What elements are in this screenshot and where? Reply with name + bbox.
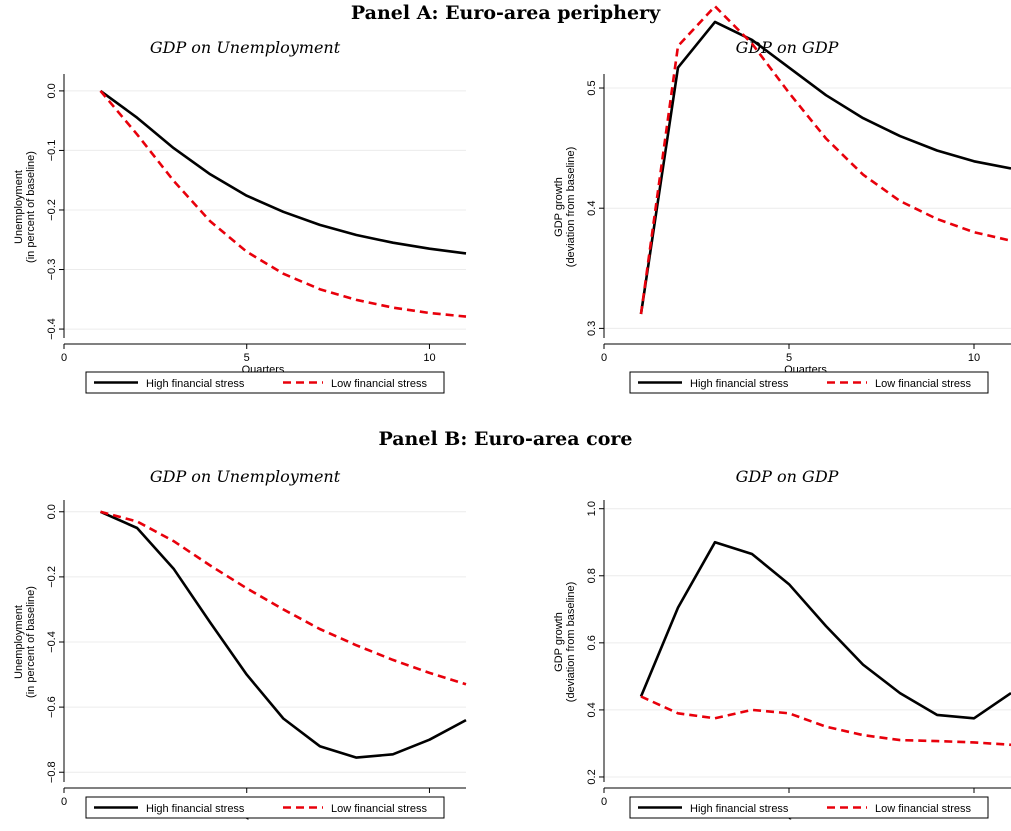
series-line-high-stress	[99, 510, 467, 759]
legend: High financial stress Low financial stres…	[85, 371, 445, 394]
x-tick-label: 0	[601, 352, 607, 364]
y-axis-label: Unemployment	[13, 605, 25, 679]
legend-label-high: High financial stress	[146, 378, 245, 390]
legend-label-low: Low financial stress	[331, 378, 427, 390]
series-line-low-stress	[99, 90, 467, 318]
series-line-high-stress	[99, 89, 467, 255]
y-tick-label: 0.4	[586, 702, 598, 717]
x-tick-label: 0	[601, 796, 607, 808]
y-axis-label: GDP growth	[553, 612, 565, 672]
legend: High financial stress Low financial stres…	[629, 371, 989, 394]
legend-label-low: Low financial stress	[331, 803, 427, 815]
chart-title: GDP on Unemployment	[150, 38, 341, 57]
y-tick-label: −0.4	[46, 631, 58, 653]
chart-1: GDP on Unemployment 0.0 −0.1 −0.2 −0.3 −0.40 5…	[13, 38, 467, 394]
series-line-high-stress	[639, 20, 1011, 315]
panel-a-title: Panel A: Euro-area periphery	[350, 2, 661, 24]
x-tick-label: 10	[968, 352, 980, 364]
y-tick-label: −0.3	[46, 259, 58, 281]
legend-label-low: Low financial stress	[875, 803, 971, 815]
y-tick-label: 0.0	[46, 83, 58, 98]
legend: High financial stress Low financial stres…	[629, 796, 989, 819]
legend-box	[85, 796, 445, 819]
legend-label-high: High financial stress	[690, 378, 789, 390]
y-tick-label: 1.0	[586, 501, 598, 516]
y-axis-label: GDP growth	[553, 177, 565, 237]
y-tick-label: 0.0	[46, 504, 58, 519]
chart-title: GDP on Unemployment	[150, 467, 341, 486]
series-line-low-stress	[639, 5, 1011, 315]
y-tick-label: 0.5	[586, 80, 598, 95]
y-axis-label: Unemployment	[13, 170, 25, 244]
legend-box	[629, 371, 989, 394]
series-line-low-stress	[100, 510, 467, 686]
y-tick-label: −0.4	[46, 318, 58, 340]
legend-label-low: Low financial stress	[875, 378, 971, 390]
legend: High financial stress Low financial stres…	[85, 796, 445, 819]
y-tick-label: −0.2	[46, 199, 58, 221]
y-tick-label: −0.8	[46, 761, 58, 783]
y-tick-label: −0.2	[46, 566, 58, 588]
y-axis-label-sub: (deviation from baseline)	[565, 147, 577, 267]
y-tick-label: 0.4	[586, 201, 598, 216]
series-line-low-stress	[640, 695, 1011, 747]
y-tick-label: 0.6	[586, 635, 598, 650]
series-line-high-stress	[639, 540, 1011, 720]
x-tick-label: 5	[786, 352, 792, 364]
x-tick-label: 0	[61, 352, 67, 364]
y-tick-label: 0.2	[586, 769, 598, 784]
chart-4: GDP on GDP0.20.40.60.81.00510QuartersGDP…	[553, 467, 1011, 820]
legend-box	[85, 371, 445, 394]
legend-label-high: High financial stress	[146, 803, 245, 815]
chart-title: GDP on GDP	[736, 467, 839, 486]
y-axis-label-sub: (in percent of baseline)	[25, 586, 37, 698]
y-tick-label: −0.6	[46, 696, 58, 718]
y-axis-label-sub: (deviation from baseline)	[565, 582, 577, 702]
chart-title: GDP on GDP	[736, 38, 839, 57]
x-tick-label: 5	[244, 352, 250, 364]
chart-3: GDP on Unemployment0.0−0.2−0.4−0.6−0.805…	[13, 467, 467, 820]
x-tick-label: 0	[61, 796, 67, 808]
legend-label-high: High financial stress	[690, 803, 789, 815]
y-tick-label: 0.8	[586, 568, 598, 583]
panel-b-title: Panel B: Euro-area core	[378, 428, 633, 450]
legend-box	[629, 796, 989, 819]
y-axis-label-sub: (in percent of baseline)	[25, 151, 37, 263]
y-tick-label: −0.1	[46, 140, 58, 162]
y-tick-label: 0.3	[586, 321, 598, 336]
x-tick-label: 10	[423, 352, 435, 364]
